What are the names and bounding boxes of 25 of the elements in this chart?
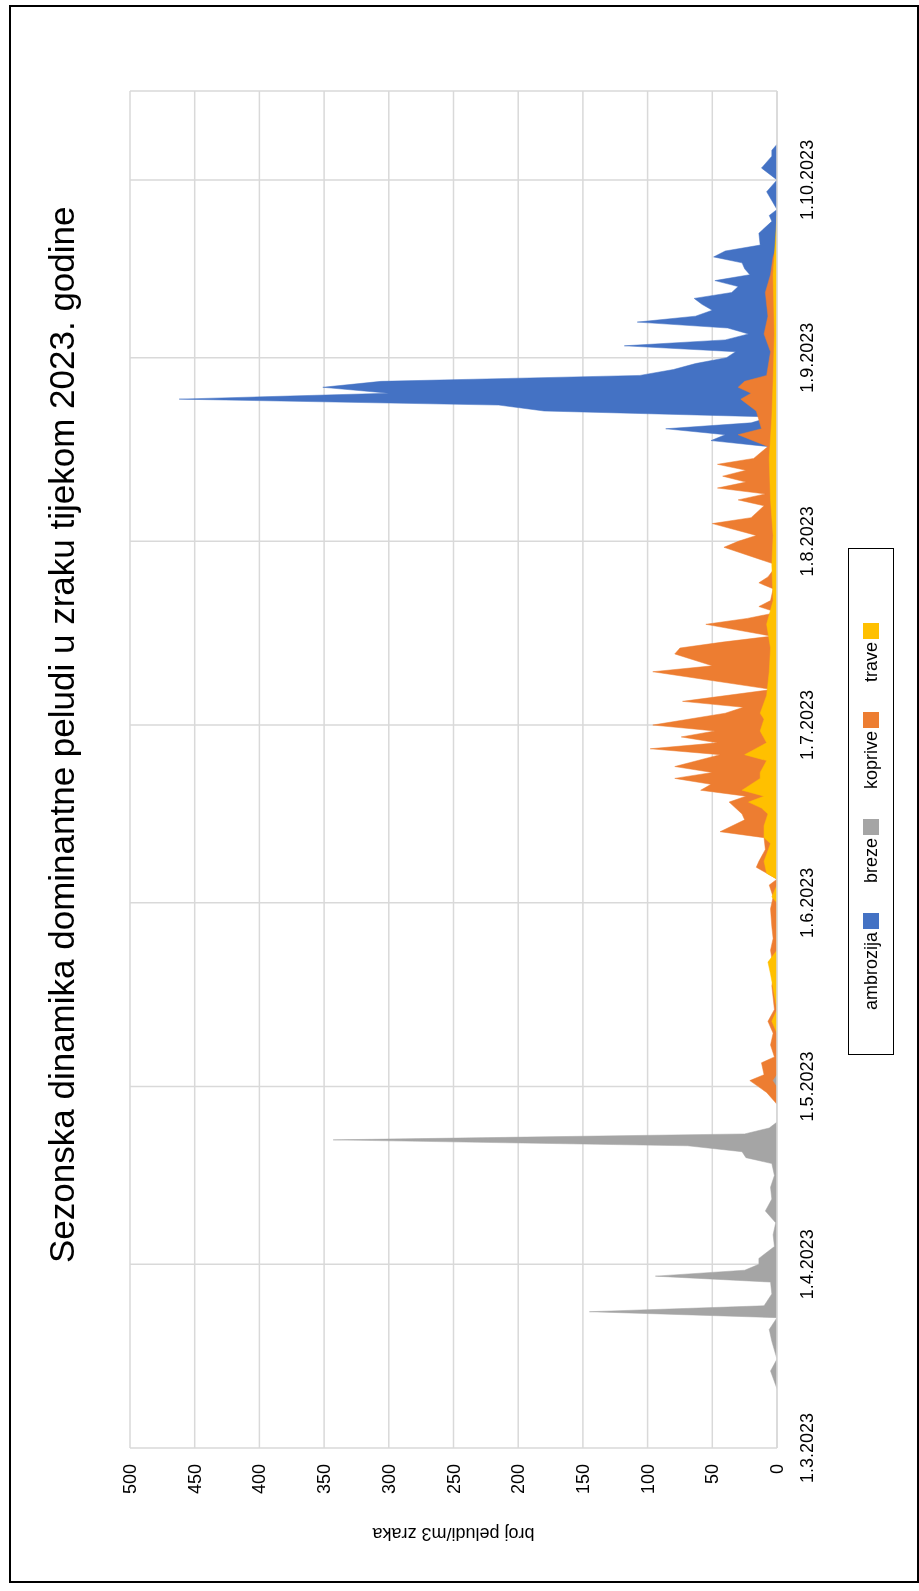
x-tick-label: 350 [314,1464,335,1495]
x-tick-label: 200 [508,1464,529,1495]
x-tick-label: 150 [572,1464,593,1495]
y-tick-label: 1.6.2023 [797,867,817,938]
y-tick-label: 1.5.2023 [797,1051,817,1122]
x-tick-label: 100 [637,1464,658,1495]
x-tick-label: 400 [249,1464,270,1495]
legend-label: ambrozija [860,932,882,1011]
x-tick-label: 300 [378,1464,399,1495]
legend-label: koprive [860,730,882,789]
x-tick-label: 450 [184,1464,205,1495]
x-tick-label: 500 [120,1464,140,1495]
y-tick-label: 1.10.2023 [797,139,817,220]
x-tick-label: 250 [443,1464,464,1495]
y-tick-label: 1.7.2023 [797,690,817,761]
y-tick-label: 1.4.2023 [797,1229,817,1300]
x-tick-label: 50 [702,1464,723,1485]
x-axis-title: broj peludi/m3 zraka [371,1523,536,1544]
legend-label: trave [860,641,882,682]
y-tick-label: 1.3.2023 [797,1412,817,1484]
x-tick-label: 0 [767,1464,787,1475]
text: Sezonska dinamika dominantne peludi u zraku tijekom 2023. godine [41,205,82,1266]
y-tick-label: 1.8.2023 [797,506,817,577]
legend-label: breze [860,838,882,884]
y-tick-label: 1.9.2023 [797,322,817,393]
